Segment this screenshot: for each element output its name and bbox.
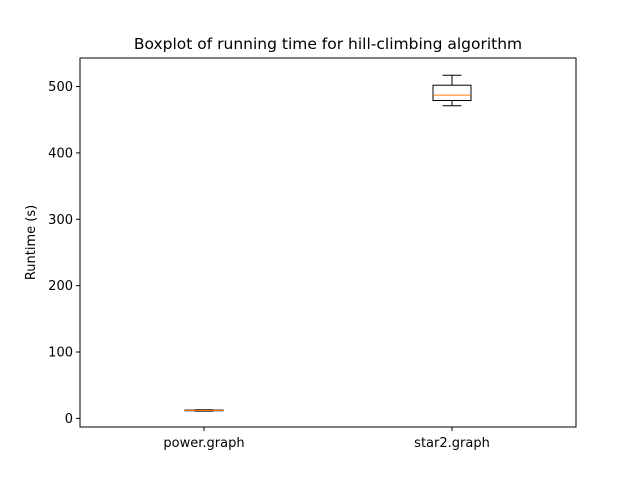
plot-area	[184, 74, 472, 412]
chart-title: Boxplot of running time for hill-climbin…	[134, 35, 522, 53]
y-tick-label: 500	[48, 80, 73, 95]
box-power-graph	[184, 409, 224, 412]
y-tick-label: 200	[48, 279, 73, 294]
iqr-box	[432, 84, 472, 101]
y-tick-label: 100	[48, 346, 73, 361]
y-axis-label: Runtime (s)	[24, 205, 39, 280]
y-tick-label: 300	[48, 213, 73, 228]
x-axis: power.graph star2.graph	[163, 427, 490, 451]
x-tick-label: star2.graph	[414, 436, 490, 451]
box-star2-graph	[432, 74, 472, 107]
axes-frame	[79, 57, 577, 428]
y-axis: 0 100 200 300 400 500	[48, 80, 80, 427]
y-tick-label: 0	[65, 412, 73, 427]
x-tick-label: power.graph	[163, 436, 244, 451]
y-tick-label: 400	[48, 146, 73, 161]
